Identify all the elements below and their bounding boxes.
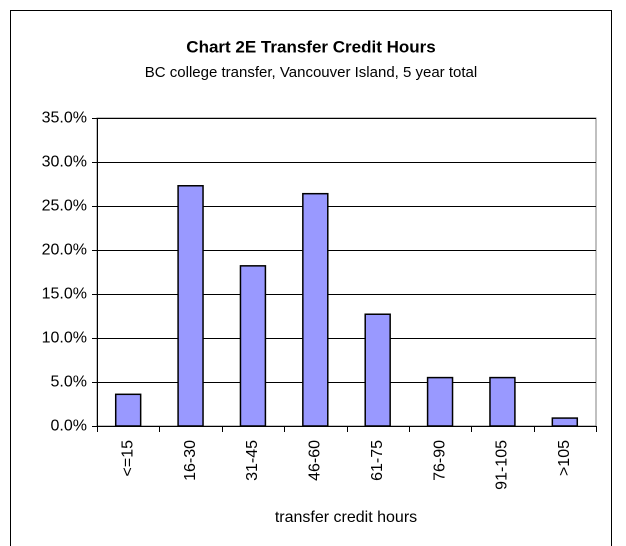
y-tick-label: 35.0%	[42, 110, 87, 127]
x-tick-label: 91-105	[494, 440, 511, 490]
bar	[551, 417, 579, 427]
y-tick-label: 0.0%	[51, 418, 87, 435]
bar	[426, 376, 454, 427]
y-tick-label: 25.0%	[42, 198, 87, 215]
chart-title: Chart 2E Transfer Credit Hours	[186, 37, 435, 56]
x-axis-title: transfer credit hours	[275, 509, 417, 526]
plot-area	[96, 117, 597, 427]
x-tick-label: <=15	[119, 440, 136, 477]
chart-subtitle: BC college transfer, Vancouver Island, 5…	[145, 64, 477, 81]
x-tick-label: 46-60	[307, 440, 324, 481]
x-tick-label: 31-45	[244, 440, 261, 481]
y-tick-label: 15.0%	[42, 286, 87, 303]
x-tick-label: 16-30	[182, 440, 199, 481]
y-tick-label: 10.0%	[42, 330, 87, 347]
bar	[364, 313, 391, 427]
y-tick-label: 30.0%	[42, 154, 87, 171]
bar	[302, 192, 329, 427]
y-tick-label: 20.0%	[42, 242, 87, 259]
chart-frame	[10, 10, 612, 546]
bar	[177, 185, 204, 427]
bar	[489, 376, 516, 427]
x-tick-label: >105	[556, 440, 573, 476]
bar	[239, 265, 267, 427]
bar	[114, 393, 142, 427]
x-tick-label: 76-90	[431, 440, 448, 481]
x-tick-label: 61-75	[369, 440, 386, 481]
y-tick-label: 5.0%	[51, 374, 87, 391]
